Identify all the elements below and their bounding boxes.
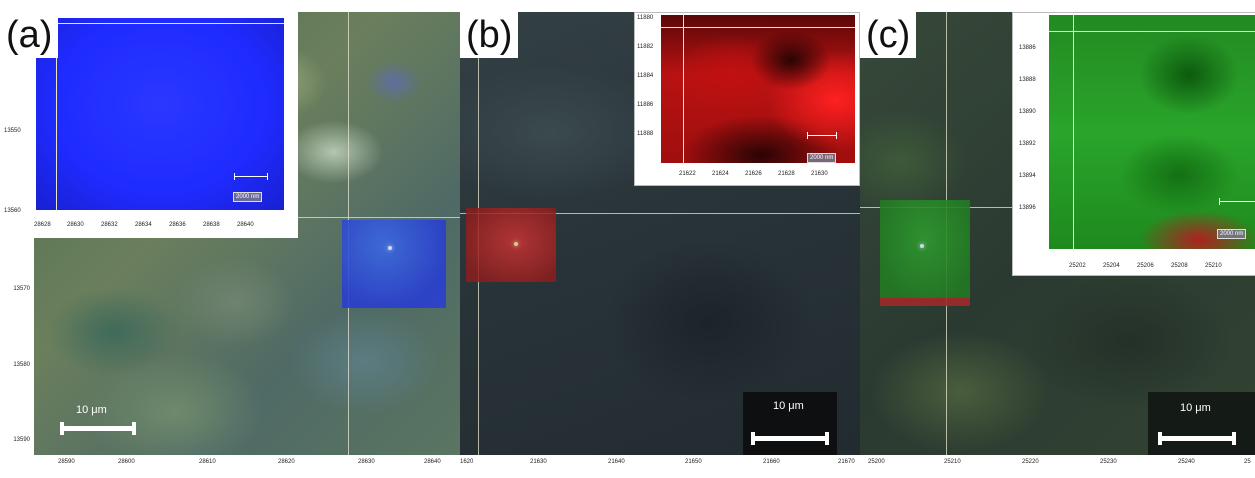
x-tick: 28610 [199,459,216,465]
inset-y-tick: 13550 [4,128,21,134]
inset-x-tick: 21630 [811,171,828,177]
inset-x-tick: 21628 [778,171,795,177]
inset-scale-label: 2000 nm [807,153,837,163]
x-tick: 25220 [1022,459,1039,465]
inset-y-tick: 11888 [637,131,654,137]
inset-crosshair-vertical [56,18,57,210]
inset-b: 2000 nm 11880 11882 11884 11886 11888 21… [634,12,860,186]
inset-y-tick: 13560 [4,208,21,214]
inset-x-tick: 28634 [135,222,152,228]
inset-y-tick: 13892 [1019,141,1036,147]
x-tick: 25200 [868,459,885,465]
raman-map-green: 2000 nm [1049,15,1255,249]
inset-scale-bar [807,132,837,139]
panel-b: 1620 21630 21640 21650 21660 21670 10 μm… [460,12,860,478]
scale-bar-line [1158,432,1236,445]
x-axis-b: 1620 21630 21640 21650 21660 21670 [460,459,860,471]
inset-scale-bar [234,173,268,180]
inset-crosshair-vertical [1073,15,1074,249]
x-axis-a: 28590 28600 28610 28620 28630 28640 [34,459,460,471]
inset-scale-label: 2000 nm [233,192,263,202]
inset-y-tick: 13888 [1019,77,1036,83]
scale-bar-line [60,422,136,435]
inset-y-tick: 11880 [637,15,654,21]
inset-x-tick: 25202 [1069,263,1086,269]
inset-y-tick: 11886 [637,102,654,108]
x-tick: 25230 [1100,459,1117,465]
raman-map-red: 2000 nm [661,15,855,163]
x-tick: 21660 [763,459,780,465]
inset-y-tick: 13890 [1019,109,1036,115]
panel-label-a: (a) [0,12,59,58]
x-tick: 28620 [278,459,295,465]
inset-y-tick: 13886 [1019,45,1036,51]
x-tick: 28600 [118,459,135,465]
y-tick: 13580 [13,362,30,368]
mapping-region-red [466,208,556,282]
x-tick: 1620 [460,459,474,465]
x-tick: 28630 [358,459,375,465]
inset-x-tick: 21622 [679,171,696,177]
inset-c: 2000 nm 13886 13888 13890 13892 13894 13… [1012,12,1255,276]
inset-x-tick: 28638 [203,222,220,228]
y-tick: 13590 [13,437,30,443]
panel-c: 25200 25210 25220 25230 25240 25 10 μm 2… [860,12,1255,478]
inset-crosshair-vertical [683,15,684,163]
inset-x-tick: 21626 [745,171,762,177]
x-tick: 21640 [608,459,625,465]
scale-label: 10 μm [76,404,107,416]
scale-bar-a: 10 μm [60,404,140,444]
inset-x-tick: 28636 [169,222,186,228]
scale-label: 10 μm [773,400,804,412]
inset-x-tick: 25208 [1171,263,1188,269]
inset-y-tick: 13894 [1019,173,1036,179]
x-axis-c: 25200 25210 25220 25230 25240 25 [860,459,1255,471]
x-tick: 21670 [838,459,855,465]
x-tick: 28640 [424,459,441,465]
inset-a: 2000 nm 13550 13560 28628 28630 28632 28… [0,12,298,238]
inset-x-tick: 25210 [1205,263,1222,269]
inset-y-tick: 11884 [637,73,654,79]
x-tick: 21630 [530,459,547,465]
scale-bar-c: 10 μm [1148,392,1255,455]
mapping-region-green [880,200,970,306]
inset-y-tick: 11882 [637,44,654,50]
x-tick: 25 [1244,459,1251,465]
x-tick: 25240 [1178,459,1195,465]
y-tick: 13570 [13,286,30,292]
inset-y-tick: 13896 [1019,205,1036,211]
inset-x-tick: 28632 [101,222,118,228]
inset-x-tick: 25204 [1103,263,1120,269]
crosshair-horizontal [460,213,860,214]
scale-bar-b: 10 μm [743,392,837,455]
x-tick: 28590 [58,459,75,465]
raman-map-blue: 2000 nm [36,18,284,210]
scale-bar-line [751,432,829,445]
inset-x-tick: 28640 [237,222,254,228]
x-tick: 25210 [944,459,961,465]
y-axis-a: 13570 13580 13590 [0,12,34,455]
inset-crosshair-horizontal [661,27,855,28]
inset-scale-bar [1219,198,1255,205]
panel-label-b: (b) [460,12,519,58]
inset-x-tick: 28630 [67,222,84,228]
inset-crosshair-horizontal [36,23,284,24]
inset-x-tick: 28628 [34,222,51,228]
inset-crosshair-horizontal [1049,31,1255,32]
scale-label: 10 μm [1180,402,1211,414]
inset-scale-label: 2000 nm [1217,229,1247,239]
mapping-region-blue [342,220,446,308]
x-tick: 21650 [685,459,702,465]
panel-label-c: (c) [860,12,917,58]
inset-x-tick: 21624 [712,171,729,177]
panel-a: 13570 13580 13590 28590 28600 28610 2862… [0,12,460,478]
inset-x-tick: 25206 [1137,263,1154,269]
